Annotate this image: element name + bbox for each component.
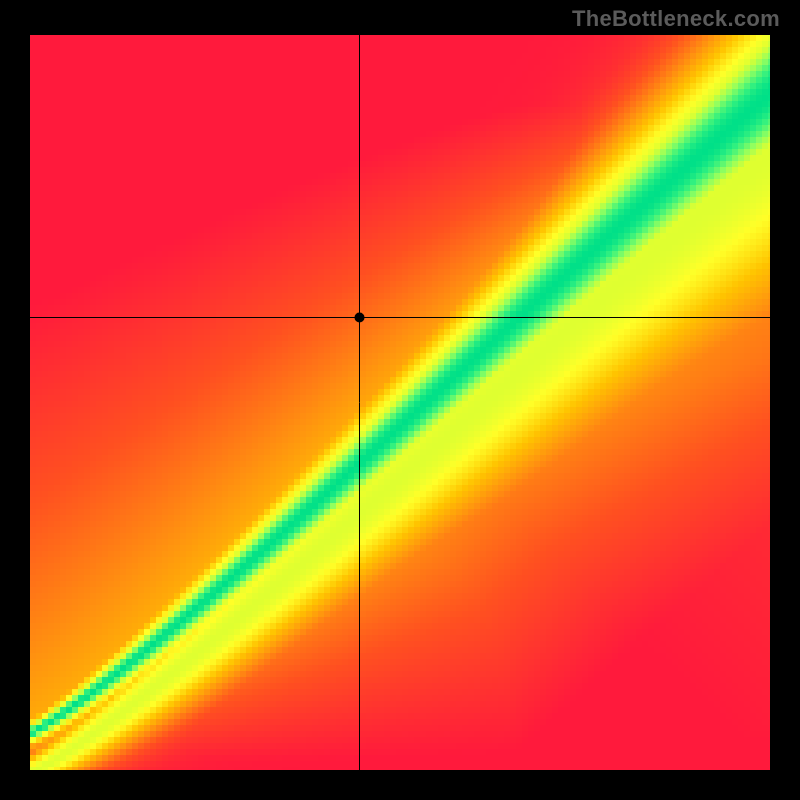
watermark-text: TheBottleneck.com — [572, 6, 780, 32]
heatmap-canvas — [30, 35, 770, 770]
